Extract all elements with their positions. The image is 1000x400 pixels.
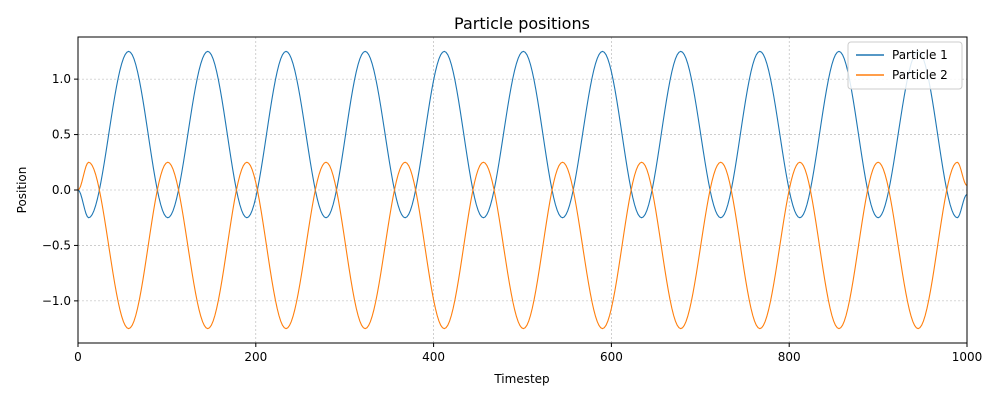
series-line-1 xyxy=(77,50,968,219)
x-tick-label: 0 xyxy=(74,350,82,364)
y-tick-label: −1.0 xyxy=(42,294,71,308)
x-axis-label: Timestep xyxy=(493,372,549,386)
x-tick-label: 600 xyxy=(600,350,623,364)
x-axis-ticks: 0 200 400 600 800 1000 xyxy=(74,343,982,364)
x-tick-label: 1000 xyxy=(952,350,983,364)
y-tick-label: 0.0 xyxy=(52,183,71,197)
grid-lines xyxy=(77,37,968,343)
x-tick-label: 800 xyxy=(778,350,801,364)
x-tick-label: 200 xyxy=(244,350,267,364)
y-tick-label: 1.0 xyxy=(52,72,71,86)
legend-label: Particle 2 xyxy=(892,68,948,82)
y-axis-ticks: −1.0 −0.5 0.0 0.5 1.0 xyxy=(42,72,78,308)
y-tick-label: 0.5 xyxy=(52,128,71,142)
chart-title: Particle positions xyxy=(454,14,590,33)
legend: Particle 1 Particle 2 xyxy=(847,41,963,90)
y-tick-label: −0.5 xyxy=(42,238,71,252)
legend-label: Particle 1 xyxy=(892,48,948,62)
x-tick-label: 400 xyxy=(422,350,445,364)
series-lines xyxy=(77,50,968,330)
legend-box xyxy=(847,41,963,90)
y-axis-label: Position xyxy=(15,167,29,214)
series-line-2 xyxy=(77,161,968,330)
